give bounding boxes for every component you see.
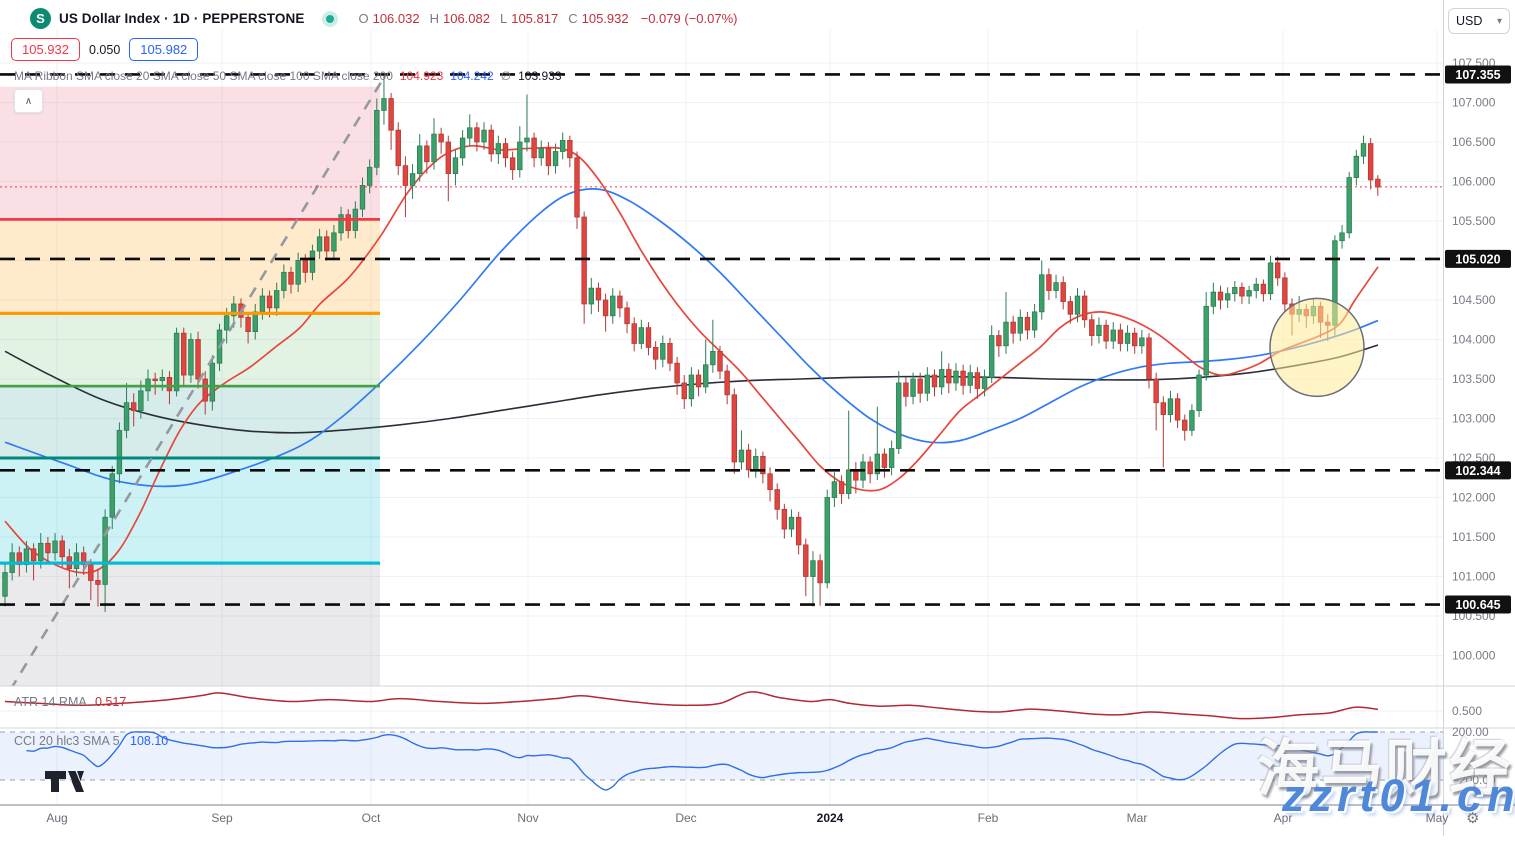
settings-gear-icon[interactable]: ⚙: [1466, 810, 1480, 827]
svg-text:103.500: 103.500: [1452, 372, 1496, 386]
low-value: 105.817: [511, 11, 559, 26]
svg-text:108.10: 108.10: [130, 734, 168, 748]
sma200-value: 103.933: [518, 69, 562, 83]
collapse-indicator-button[interactable]: ∧: [14, 89, 43, 113]
change-value: −0.079 (−0.07%): [640, 11, 738, 26]
sma20-value: 104.923: [399, 69, 444, 83]
svg-text:103.000: 103.000: [1452, 412, 1496, 426]
time-axis[interactable]: Aug Sep Oct Nov Dec 2024 Feb Mar Apr May: [46, 811, 1448, 825]
svg-text:2024: 2024: [817, 811, 844, 825]
svg-text:Aug: Aug: [46, 811, 67, 825]
open-label: O: [358, 11, 369, 26]
svg-text:106.500: 106.500: [1452, 135, 1496, 149]
svg-text:0.517: 0.517: [95, 695, 126, 709]
symbol-title[interactable]: US Dollar Index · 1D · PEPPERSTONE: [59, 11, 305, 26]
price-scale[interactable]: 107.500107.000106.500106.000105.500104.5…: [1445, 56, 1511, 787]
svg-text:−200.00: −200.00: [1452, 773, 1496, 787]
ma-ribbon-label[interactable]: MA Ribbon SMA close 20 SMA close 50 SMA …: [14, 69, 393, 83]
bid-ask-row: 105.932 0.050 105.982: [11, 38, 199, 61]
svg-text:Nov: Nov: [517, 811, 538, 825]
sell-price-button[interactable]: 105.932: [11, 38, 80, 61]
svg-text:CCI 20 hlc3 SMA 5: CCI 20 hlc3 SMA 5: [14, 734, 120, 748]
svg-text:0.500: 0.500: [1452, 704, 1482, 718]
svg-text:Apr: Apr: [1274, 811, 1293, 825]
trendline-drawing[interactable]: [0, 73, 388, 707]
zone-band-lines[interactable]: [0, 218, 380, 565]
svg-text:106.000: 106.000: [1452, 175, 1496, 189]
svg-text:Dec: Dec: [675, 811, 696, 825]
ohlc-values: O 106.032 H 106.082 L 105.817 C 105.932 −0.0…: [352, 11, 737, 26]
svg-text:104.000: 104.000: [1452, 333, 1496, 347]
high-label: H: [429, 11, 439, 26]
svg-text:Feb: Feb: [978, 811, 999, 825]
svg-text:104.500: 104.500: [1452, 293, 1496, 307]
svg-text:200.00: 200.00: [1452, 725, 1489, 739]
svg-text:105.500: 105.500: [1452, 214, 1496, 228]
key-levels[interactable]: [0, 73, 1443, 606]
svg-text:Oct: Oct: [362, 811, 381, 825]
svg-text:ATR 14 RMA: ATR 14 RMA: [14, 695, 87, 709]
svg-text:Mar: Mar: [1127, 811, 1148, 825]
svg-text:May: May: [1426, 811, 1449, 825]
chevron-up-icon: ∧: [24, 95, 33, 107]
candles[interactable]: [2, 75, 1381, 613]
grid: [0, 30, 1443, 805]
svg-text:100.000: 100.000: [1452, 649, 1496, 663]
svg-text:105.020: 105.020: [1455, 252, 1500, 266]
svg-text:101.500: 101.500: [1452, 530, 1496, 544]
sma100-value: ∅: [500, 69, 512, 83]
symbol-row: S US Dollar Index · 1D · PEPPERSTONE O 10…: [30, 8, 737, 29]
svg-text:107.000: 107.000: [1452, 96, 1496, 110]
close-label: C: [568, 11, 578, 26]
highlight-circle-drawing[interactable]: [1269, 297, 1365, 398]
svg-text:102.000: 102.000: [1452, 491, 1496, 505]
svg-text:100.645: 100.645: [1455, 598, 1500, 612]
close-value: 105.932: [581, 11, 629, 26]
low-label: L: [499, 11, 508, 26]
currency-dropdown[interactable]: USD ▾: [1448, 8, 1510, 34]
spread-value: 0.050: [89, 42, 121, 57]
svg-text:102.344: 102.344: [1455, 464, 1500, 478]
indicator-labels[interactable]: ATR 14 RMA 0.517 CCI 20 hlc3 SMA 5 108.10: [14, 695, 168, 748]
zone-bands[interactable]: [0, 86, 380, 687]
svg-text:Sep: Sep: [211, 811, 233, 825]
svg-text:107.355: 107.355: [1455, 68, 1500, 82]
symbol-logo[interactable]: S: [30, 8, 51, 29]
currency-value: USD: [1456, 14, 1483, 28]
ma-ribbon-row: MA Ribbon SMA close 20 SMA close 50 SMA …: [14, 69, 562, 83]
market-status-dot: [326, 14, 335, 23]
cci-pane: [0, 731, 1443, 791]
chevron-down-icon: ▾: [1496, 15, 1502, 27]
open-value: 106.032: [372, 11, 420, 26]
tradingview-logo[interactable]: [44, 768, 88, 799]
svg-text:101.000: 101.000: [1452, 570, 1496, 584]
high-value: 106.082: [442, 11, 490, 26]
buy-price-button[interactable]: 105.982: [129, 38, 199, 61]
atr-pane: [4, 691, 1379, 720]
sma50-value: 104.242: [450, 69, 494, 83]
